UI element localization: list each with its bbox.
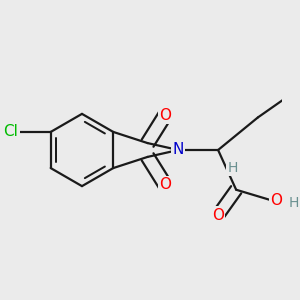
Text: H: H (289, 196, 299, 210)
Text: O: O (212, 208, 224, 223)
Text: N: N (173, 142, 184, 158)
Text: O: O (270, 193, 282, 208)
Text: Cl: Cl (4, 124, 18, 140)
Text: H: H (227, 161, 238, 175)
Text: O: O (159, 177, 171, 192)
Text: O: O (159, 108, 171, 123)
